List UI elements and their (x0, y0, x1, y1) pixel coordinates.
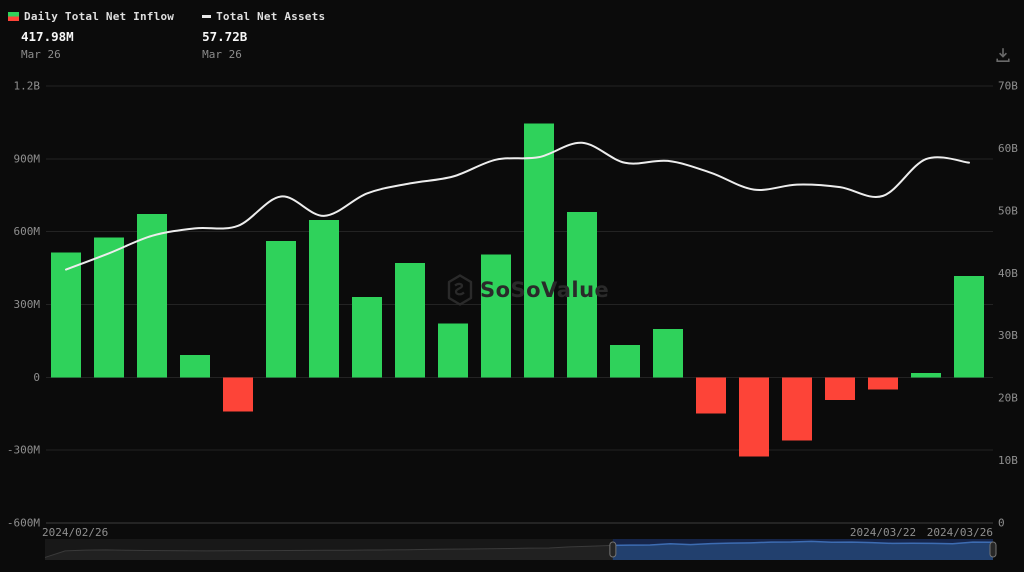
bar-2024/02/26[interactable] (51, 252, 81, 378)
y-right-tick-label: 40B (998, 267, 1018, 280)
y-left-tick-label: 900M (14, 152, 41, 165)
y-left-tick-label: 600M (14, 225, 41, 238)
bar-series-swatch-icon (8, 12, 19, 21)
bar-2024/03/13[interactable] (567, 212, 597, 378)
navigator-selected-line (612, 540, 993, 547)
legend-item-daily-net-inflow[interactable]: Daily Total Net Inflow 417.98M Mar 26 (8, 10, 174, 61)
bar-2024/03/15[interactable] (653, 329, 683, 378)
x-tick-label: 2024/03/26 (927, 526, 993, 539)
legend-label: Daily Total Net Inflow (24, 10, 175, 23)
y-left-tick-label: 300M (14, 298, 41, 311)
y-right-tick-label: 0 (998, 517, 1005, 530)
y-right-tick-label: 10B (998, 454, 1018, 467)
y-left-tick-label: -300M (7, 444, 40, 457)
legend-value: 57.72B (202, 29, 248, 44)
y-right-tick-label: 30B (998, 329, 1018, 342)
x-tick-label: 2024/03/22 (850, 526, 916, 539)
navigator-left-handle[interactable] (609, 541, 617, 558)
line-series-swatch-icon (202, 15, 212, 18)
bar-2024/03/04[interactable] (266, 240, 296, 378)
bar-2024/03/20[interactable] (782, 377, 812, 441)
bar-2024/03/22[interactable] (868, 377, 898, 390)
y-left-tick-label: 1.2B (14, 80, 41, 93)
bar-2024/03/08[interactable] (438, 323, 468, 378)
download-button[interactable] (992, 44, 1014, 66)
bar-2024/03/21[interactable] (825, 377, 855, 400)
bar-2024/02/29[interactable] (180, 354, 210, 378)
bar-2024/03/19[interactable] (739, 377, 769, 457)
legend-date: Mar 26 (21, 48, 61, 61)
bar-2024/03/01[interactable] (223, 377, 253, 412)
bar-2024/03/11[interactable] (481, 254, 511, 378)
total-net-assets-line[interactable] (65, 141, 970, 271)
legend-date: Mar 26 (202, 48, 242, 61)
download-icon (996, 48, 1010, 62)
navigator-selected-area (612, 541, 993, 560)
bar-2024/03/12[interactable] (524, 123, 554, 378)
bar-2024/02/27[interactable] (94, 237, 124, 378)
y-right-tick-label: 20B (998, 392, 1018, 405)
bar-2024/03/05[interactable] (309, 220, 339, 378)
bar-2024/03/25[interactable] (911, 372, 941, 378)
y-left-tick-label: -600M (7, 517, 40, 530)
bar-2024/03/06[interactable] (352, 297, 382, 378)
y-right-tick-label: 60B (998, 142, 1018, 155)
navigator-right-handle[interactable] (989, 541, 997, 558)
bar-2024/03/07[interactable] (395, 263, 425, 378)
bar-2024/03/26[interactable] (954, 275, 984, 378)
y-left-tick-label: 0 (33, 371, 40, 384)
y-right-tick-label: 70B (998, 80, 1018, 93)
x-tick-label: 2024/02/26 (42, 526, 108, 539)
y-right-tick-label: 50B (998, 204, 1018, 217)
legend-value: 417.98M (21, 29, 74, 44)
bar-2024/03/14[interactable] (610, 345, 640, 378)
bar-2024/03/18[interactable] (696, 377, 726, 414)
bar-2024/02/28[interactable] (137, 213, 167, 378)
legend: Daily Total Net Inflow 417.98M Mar 26 To… (8, 10, 325, 61)
legend-item-total-net-assets[interactable]: Total Net Assets 57.72B Mar 26 (202, 10, 325, 61)
legend-label: Total Net Assets (216, 10, 326, 23)
